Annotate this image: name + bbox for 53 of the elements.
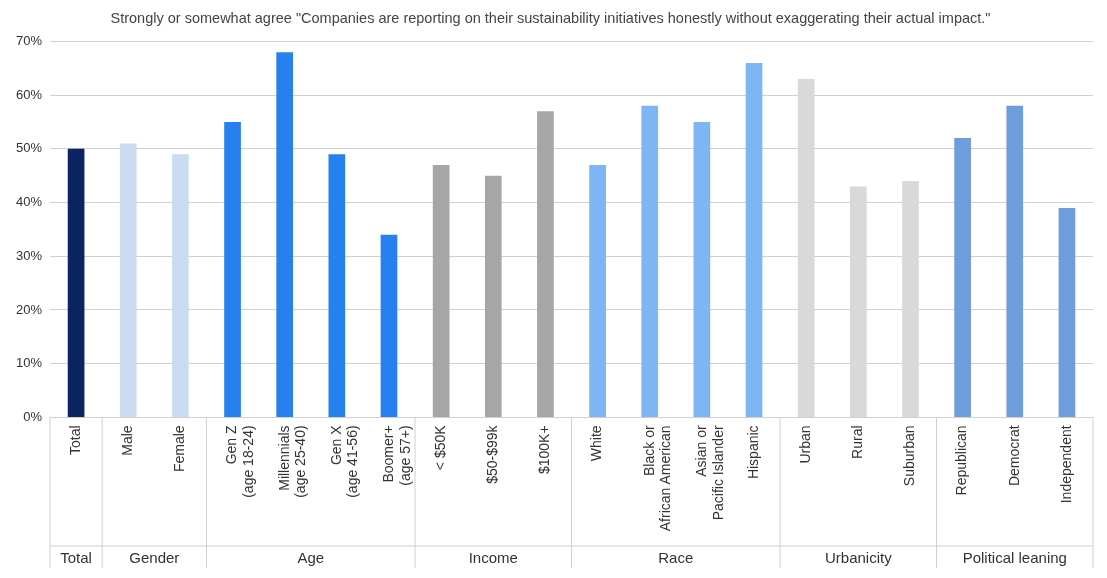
y-tick-label: 30%	[15, 247, 43, 263]
bar	[589, 164, 606, 417]
text: Income	[468, 548, 518, 566]
bar	[224, 121, 241, 417]
x-tick-label: Hispanic	[744, 425, 761, 480]
x-tick-label: Boomer+ (age 57+)	[379, 425, 413, 486]
bar	[67, 148, 85, 417]
y-tick-label: 60%	[15, 86, 43, 102]
text: Total	[60, 548, 92, 566]
x-tick-label: Black or African American	[640, 425, 674, 532]
x-tick-label: Rural	[849, 425, 866, 459]
x-tick-label: Urban	[797, 425, 814, 464]
x-tick-label: Suburban	[901, 425, 918, 487]
bar	[484, 175, 502, 417]
text: Race	[658, 548, 694, 566]
x-tick-label: Female	[171, 425, 188, 473]
bar	[119, 143, 137, 417]
bar	[1058, 207, 1076, 417]
bar	[693, 121, 711, 417]
chart-title: Strongly or somewhat agree "Companies are reporting on their sustainability initiatives honestly without exaggerating their actual impact."	[110, 9, 991, 26]
x-tick-label: Gen X (age 41-56)	[327, 424, 361, 498]
text: Political leaning	[962, 548, 1067, 566]
x-tick-label: Gen Z (age 18-24)	[223, 424, 257, 498]
x-tick-label: Democrat	[1005, 425, 1022, 487]
bar	[1006, 105, 1024, 417]
y-tick-label: 40%	[15, 194, 43, 210]
x-tick-label: Millennials (age 25-40)	[275, 425, 309, 498]
bar	[172, 154, 189, 417]
y-tick-label: 0%	[23, 408, 43, 424]
bar	[432, 164, 450, 417]
x-tick-label: Independent	[1057, 425, 1074, 504]
bar	[745, 62, 763, 417]
text: Urbanicity	[824, 548, 893, 566]
x-tick-label: White	[588, 425, 605, 462]
text: Gender	[129, 548, 180, 566]
bar	[537, 111, 554, 417]
y-tick-label: 70%	[15, 32, 43, 48]
x-tick-label: $50-$99k	[484, 424, 501, 484]
y-tick-label: 10%	[15, 355, 43, 371]
x-tick-label: Male	[119, 425, 136, 456]
x-tick-label: < $50K	[432, 424, 448, 471]
x-tick-label: $100K+	[536, 425, 553, 475]
x-tick-label: Total	[66, 425, 83, 455]
text: Age	[297, 548, 325, 566]
bar	[641, 105, 659, 417]
y-tick-label: 50%	[15, 140, 43, 156]
bar	[328, 154, 346, 417]
bar	[380, 234, 398, 417]
bar	[954, 138, 971, 417]
x-tick-label: Asian or Pacific Islander	[692, 425, 726, 521]
y-tick-label: 20%	[15, 301, 43, 317]
bar	[276, 52, 294, 417]
x-tick-label: Republican	[953, 425, 970, 496]
